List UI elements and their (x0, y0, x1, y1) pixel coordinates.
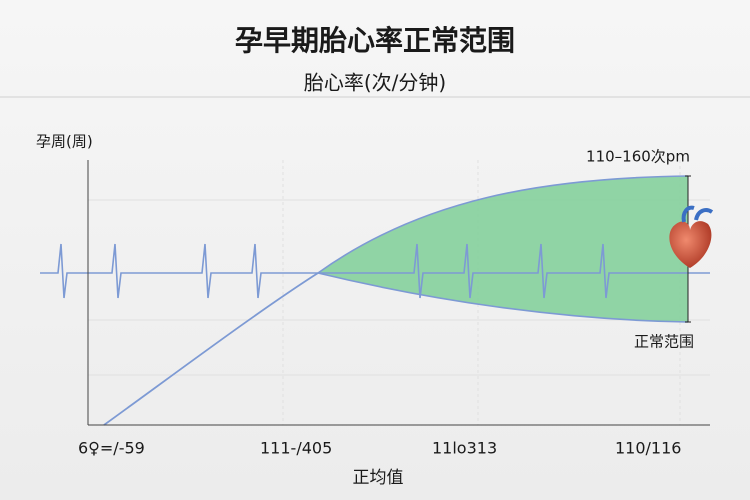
heart-icon (669, 205, 714, 268)
range-bracket-ends (685, 175, 691, 323)
ecg-trace (40, 243, 710, 299)
x-tick-label: 6♀=/-59 (78, 439, 145, 458)
heart-body (669, 221, 712, 268)
title: 孕早期胎心率正常范围 (235, 24, 515, 57)
heart-vessels (681, 205, 714, 223)
x-tick-label: 110/116 (615, 439, 681, 458)
subtitle: 胎心率(次/分钟) (304, 71, 446, 95)
range-top-label: 110–160次pm (586, 148, 690, 166)
x-axis-label: 正均值 (353, 468, 404, 488)
x-tick-label: 111-/405 (260, 439, 332, 458)
band-edge (317, 175, 689, 323)
trend-line (103, 272, 319, 426)
range-label: 正常范围 (634, 333, 694, 351)
normal-range-band (318, 176, 688, 322)
y-axis-label: 孕周(周) (36, 133, 93, 151)
x-tick-label: 11lo313 (432, 439, 497, 458)
